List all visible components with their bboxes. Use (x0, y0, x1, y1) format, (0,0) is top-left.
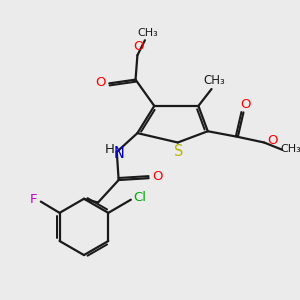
Text: O: O (152, 170, 162, 183)
Text: S: S (174, 144, 183, 159)
Text: O: O (133, 40, 144, 53)
Text: F: F (30, 193, 37, 206)
Text: O: O (240, 98, 250, 110)
Text: CH₃: CH₃ (203, 74, 225, 87)
Text: H: H (104, 142, 114, 156)
Text: CH₃: CH₃ (280, 144, 300, 154)
Text: N: N (113, 146, 124, 161)
Text: CH₃: CH₃ (137, 28, 158, 38)
Text: O: O (267, 134, 278, 147)
Text: Cl: Cl (134, 191, 147, 204)
Text: O: O (96, 76, 106, 89)
